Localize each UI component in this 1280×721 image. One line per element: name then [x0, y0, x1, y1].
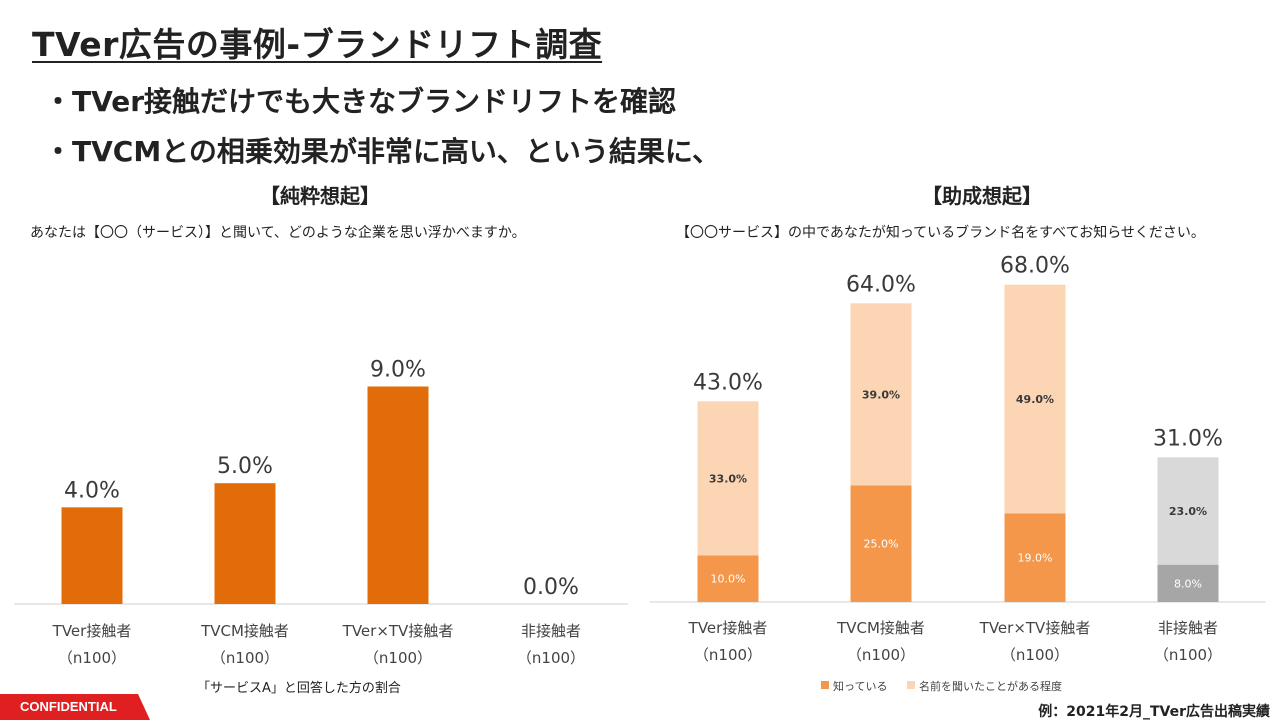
aided-heard-value-label-2: 39.0%	[862, 388, 900, 401]
aided-known-bar-1	[697, 555, 759, 602]
aided-recall-chart-title: 【助成想起】	[922, 184, 1042, 208]
aided-recall-category-2: TVCM接触者	[836, 619, 925, 637]
pure-recall-value-label-2: 5.0%	[217, 454, 273, 479]
aided-heard-value-label-3: 49.0%	[1016, 393, 1054, 406]
aided-recall-sample-2: （n100）	[847, 646, 915, 664]
pure-recall-category-3: TVer×TV接触者	[342, 622, 454, 640]
aided-known-value-label-4: 8.0%	[1174, 577, 1202, 590]
pure-recall-category-4: 非接触者	[521, 622, 581, 640]
bullet-point-1: ・TVer接触だけでも大きなブランドリフトを確認	[44, 85, 677, 118]
confidential-label: CONFIDENTIAL	[0, 694, 150, 720]
aided-recall-sample-4: （n100）	[1154, 646, 1222, 664]
aided-heard-value-label-1: 33.0%	[709, 472, 747, 485]
pure-recall-sample-3: （n100）	[364, 649, 432, 667]
aided-recall-question: 【〇〇サービス】の中であなたが知っているブランド名をすべてお知らせください。	[676, 225, 1205, 241]
legend-swatch-known	[821, 681, 829, 689]
aided-recall-category-4: 非接触者	[1158, 619, 1218, 637]
pure-recall-value-label-3: 9.0%	[370, 358, 426, 383]
pure-recall-category-2: TVCM接触者	[200, 622, 289, 640]
slide-title: TVer広告の事例-ブランドリフト調査	[32, 25, 603, 64]
aided-recall-category-1: TVer接触者	[688, 619, 768, 637]
aided-heard-bar-2	[850, 303, 912, 486]
aided-total-label-4: 31.0%	[1153, 426, 1223, 451]
pure-recall-bar-3	[367, 386, 429, 604]
pure-recall-bar-2	[214, 483, 276, 604]
aided-recall-category-3: TVer×TV接触者	[979, 619, 1091, 637]
source-note: 例：2021年2月_TVer広告出稿実績	[1038, 704, 1270, 720]
aided-heard-bar-1	[697, 401, 759, 556]
aided-heard-bar-3	[1004, 284, 1066, 514]
legend-label-known: 知っている	[833, 679, 887, 693]
aided-recall-sample-1: （n100）	[694, 646, 762, 664]
aided-known-value-label-2: 25.0%	[864, 538, 899, 551]
pure-recall-value-label-4: 0.0%	[523, 575, 579, 600]
aided-known-bar-4	[1157, 564, 1219, 602]
aided-known-bar-3	[1004, 513, 1066, 602]
pure-recall-sample-1: （n100）	[58, 649, 126, 667]
aided-heard-bar-4	[1157, 457, 1219, 565]
aided-known-bar-2	[850, 485, 912, 602]
aided-total-label-1: 43.0%	[693, 370, 763, 395]
legend-swatch-heard	[907, 681, 915, 689]
aided-recall-sample-3: （n100）	[1001, 646, 1069, 664]
pure-recall-bar-1	[61, 507, 123, 604]
aided-total-label-2: 64.0%	[846, 272, 916, 297]
aided-total-label-3: 68.0%	[1000, 254, 1070, 279]
pure-recall-category-1: TVer接触者	[52, 622, 132, 640]
aided-known-value-label-3: 19.0%	[1018, 552, 1053, 565]
legend-label-heard: 名前を聞いたことがある程度	[919, 679, 1062, 693]
pure-recall-chart-title: 【純粋想起】	[260, 184, 380, 208]
pure-recall-sample-4: （n100）	[517, 649, 585, 667]
bullet-point-2: ・TVCMとの相乗効果が非常に高い、という結果に、	[44, 135, 721, 168]
aided-heard-value-label-4: 23.0%	[1169, 505, 1207, 518]
aided-known-value-label-1: 10.0%	[711, 573, 746, 586]
pure-recall-value-label-1: 4.0%	[64, 478, 120, 503]
pure-recall-sample-2: （n100）	[211, 649, 279, 667]
pure-recall-question: あなたは【〇〇（サービス）】と聞いて、どのような企業を思い浮かべますか。	[30, 225, 526, 241]
pure-recall-footnote: 「サービスA」と回答した方の割合	[197, 681, 401, 696]
